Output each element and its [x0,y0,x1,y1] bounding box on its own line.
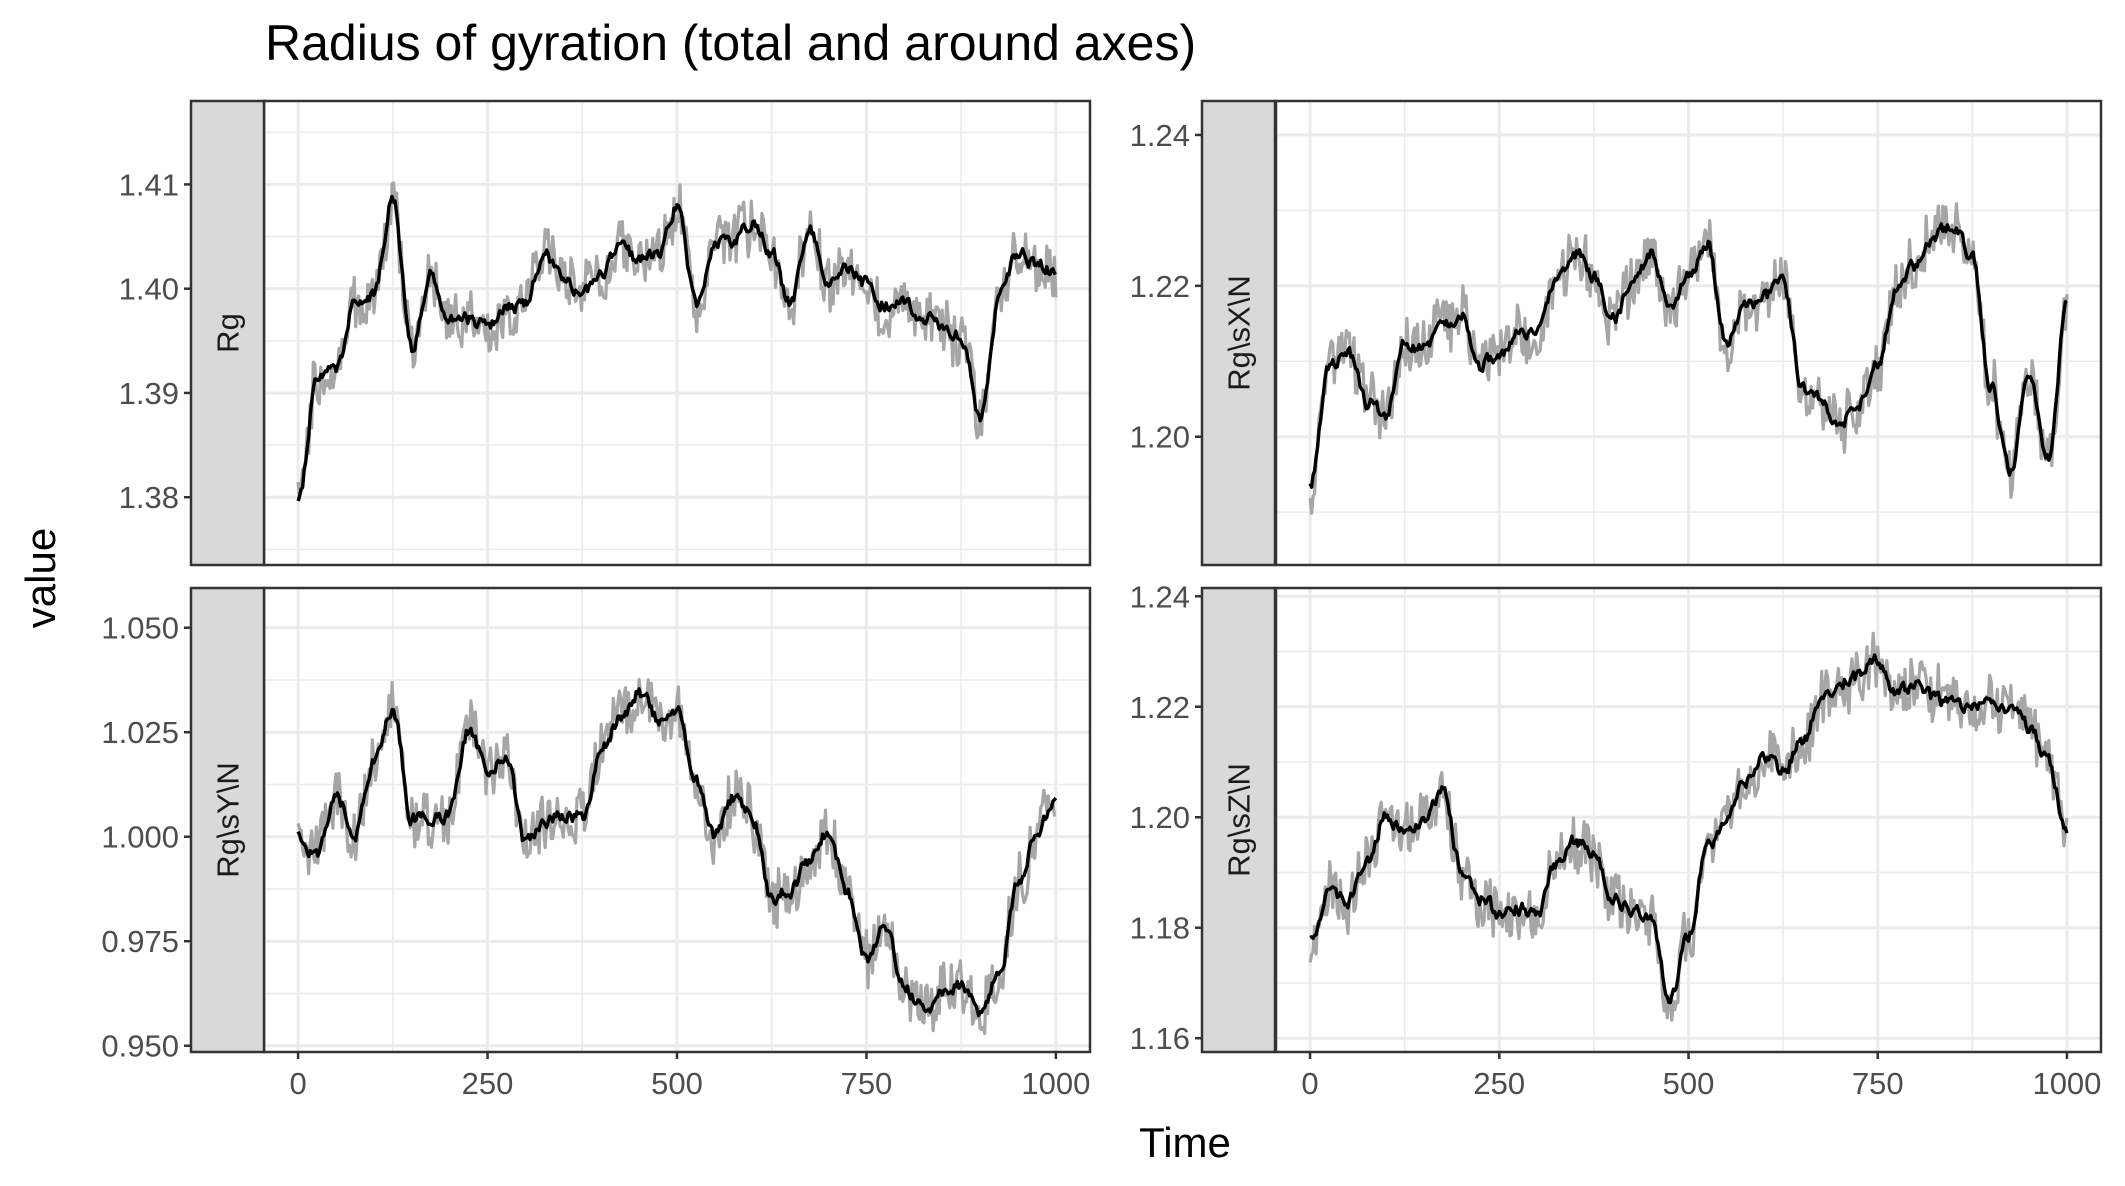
facet-strip-label: Rg\sX\N [1222,275,1257,390]
x-tick-label: 750 [841,1066,893,1101]
y-tick-label: 1.22 [1130,269,1190,304]
y-tick-label: 1.24 [1130,579,1190,614]
facet-strip [1200,99,1277,567]
y-tick-label: 0.950 [101,1029,179,1064]
y-tick-label: 1.18 [1130,911,1190,946]
y-tick-label: 1.050 [101,611,179,646]
panel-data [296,181,1058,502]
y-tick-label: 1.41 [119,167,179,202]
y-tick-label: 1.38 [119,480,179,515]
facet-strip-label: Rg\sY\N [211,762,246,877]
y-tick-label: 1.40 [119,272,179,307]
panel-0: Rg 1.38 1.39 1.40 1.41 [119,99,1092,567]
x-tick-label: 500 [651,1066,703,1101]
panel-grid [1276,588,2101,1052]
smoothed-series-line [1309,653,2069,1005]
y-tick-label: 1.20 [1130,420,1190,455]
x-axis-title: Time [1139,1119,1231,1166]
panels-layer: Rg1.381.391.401.41Rg\sX\N1.201.221.24Rg\… [101,99,2103,1101]
facet-strip-label: Rg\sZ\N [1222,763,1257,877]
smoothed-series-line [296,194,1058,502]
x-tick-label: 1000 [2032,1066,2101,1101]
panel-data [296,678,1058,1036]
smoothed-series-line [296,687,1058,1018]
y-tick-label: 1.24 [1130,118,1190,153]
facet-strip-label: Rg [211,313,246,353]
x-tick-label: 0 [1301,1066,1318,1101]
x-tick-label: 500 [1663,1066,1715,1101]
y-tick-label: 1.16 [1130,1021,1190,1056]
panel-data [1308,202,2069,515]
y-tick-label: 0.975 [101,924,179,959]
raw-series-line [1308,631,2069,1022]
panel-2: Rg\sY\N 0.950 0.975 1.000 1.025 1.050 0 250 500 7… [101,586,1092,1101]
facet-strip [189,99,266,567]
y-axis-title: value [17,528,64,628]
x-tick-label: 1000 [1021,1066,1090,1101]
y-tick-label: 1.22 [1130,690,1190,725]
raw-series-line [296,678,1057,1036]
panel-1: Rg\sX\N 1.20 1.22 1.24 [1130,99,2103,567]
x-tick-label: 0 [289,1066,306,1101]
y-tick-label: 1.025 [101,715,179,750]
x-tick-label: 250 [1473,1066,1525,1101]
smoothed-series-line [1308,222,2068,489]
panel-data [1308,631,2069,1022]
raw-series-line [296,181,1058,501]
panel-3: Rg\sZ\N 1.16 1.18 1.20 1.22 1.24 0 250 500 750 100… [1130,579,2103,1101]
panel-grid [1276,101,2101,565]
x-tick-label: 250 [462,1066,514,1101]
raw-series-line [1308,202,2069,515]
facet-strip [1200,586,1277,1054]
facet-strip [189,586,266,1054]
chart-title: Radius of gyration (total and around axe… [265,15,1196,71]
y-tick-label: 1.000 [101,820,179,855]
x-tick-label: 750 [1852,1066,1904,1101]
y-tick-label: 1.39 [119,376,179,411]
y-tick-label: 1.20 [1130,800,1190,835]
